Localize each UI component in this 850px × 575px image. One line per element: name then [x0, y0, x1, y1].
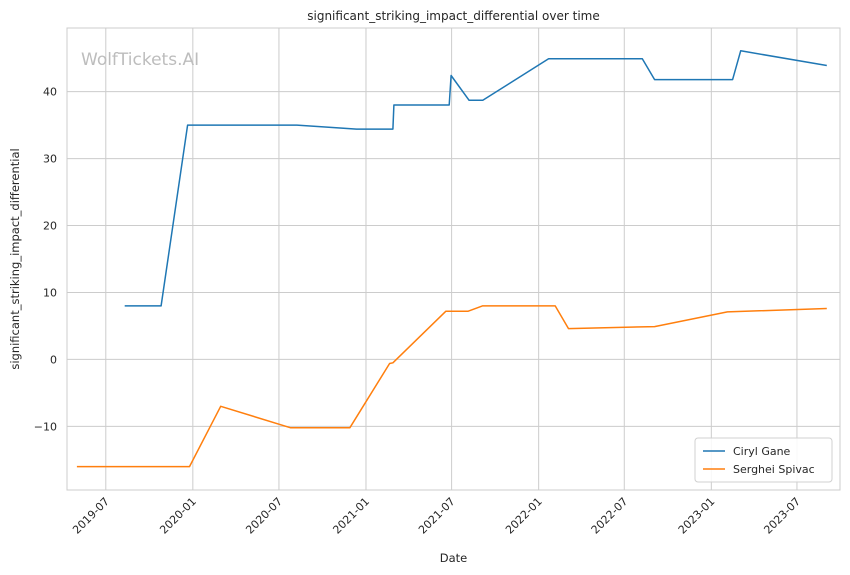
- series-line-1: [76, 305, 827, 468]
- grid: [67, 28, 840, 490]
- x-tick-label: 2020-07: [243, 495, 285, 537]
- y-tick-label: 10: [43, 286, 57, 299]
- y-tick-label: 30: [43, 153, 57, 166]
- series-line-0: [124, 50, 827, 307]
- legend: Ciryl Gane Serghei Spivac: [694, 437, 833, 483]
- x-axis-label: Date: [440, 551, 468, 565]
- x-tick-label: 2019-07: [70, 495, 112, 537]
- x-tick-label: 2020-01: [157, 495, 199, 537]
- legend-entry-0: Ciryl Gane: [733, 445, 791, 458]
- series-lines: [76, 50, 827, 468]
- plot-frame: [66, 27, 841, 491]
- legend-box: [694, 437, 833, 483]
- y-axis-label: significant_striking_impact_differential: [8, 148, 22, 369]
- x-tick-label: 2022-01: [503, 495, 545, 537]
- chart-title: significant_striking_impact_differential…: [307, 9, 599, 23]
- y-tick-label: 20: [43, 220, 57, 233]
- x-tick-label: 2022-07: [589, 495, 631, 537]
- y-tick-labels: −10 0 10 20 30 40: [34, 86, 57, 434]
- x-tick-label: 2023-01: [676, 495, 718, 537]
- legend-entry-1: Serghei Spivac: [733, 463, 815, 476]
- x-tick-label: 2023-07: [761, 495, 803, 537]
- y-tick-label: −10: [34, 420, 57, 433]
- watermark: WolfTickets.AI: [81, 50, 199, 70]
- x-tick-label: 2021-01: [330, 495, 372, 537]
- y-tick-label: 0: [50, 353, 57, 366]
- y-tick-label: 40: [43, 86, 57, 99]
- x-tick-label: 2021-07: [416, 495, 458, 537]
- x-tick-labels: 2019-07 2020-01 2020-07 2021-01 2021-07 2022-…: [70, 495, 803, 537]
